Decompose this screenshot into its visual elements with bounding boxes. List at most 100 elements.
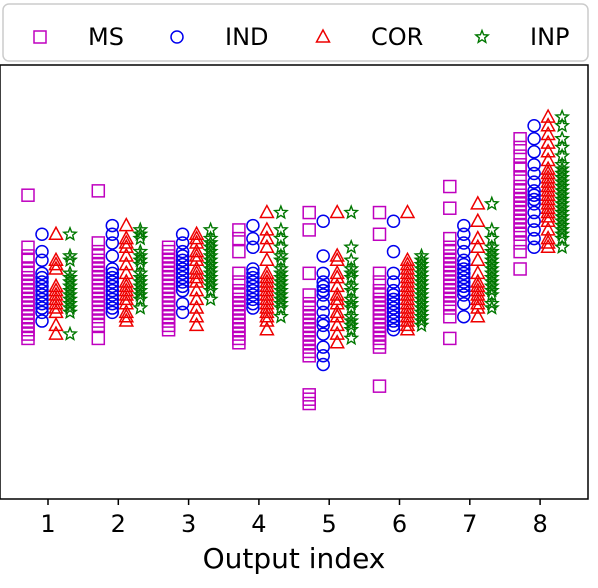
cor-marker: [329, 247, 345, 262]
ms-marker: [443, 179, 457, 194]
ind-marker: [105, 296, 120, 311]
plot-frame: [0, 64, 589, 500]
ind-marker: [175, 266, 190, 281]
x-tick-label: 5: [322, 510, 337, 538]
cor-marker: [48, 295, 64, 310]
ind-marker: [527, 175, 541, 189]
ind-marker: [35, 288, 49, 302]
ind-marker: [316, 296, 330, 311]
ms-marker: [302, 396, 316, 411]
ind-marker: [105, 236, 120, 250]
cor-marker: [118, 308, 135, 323]
ind-marker: [105, 288, 120, 302]
ms-marker: [232, 275, 246, 289]
ms-marker: [232, 244, 246, 259]
cor-marker: [259, 321, 275, 336]
inp-marker: [272, 295, 289, 311]
ms-marker: [372, 266, 387, 281]
inp-marker: [61, 251, 79, 268]
inp-marker: [61, 299, 79, 315]
inp-marker: [61, 225, 79, 242]
ind-marker: [527, 205, 541, 220]
ind-marker: [386, 288, 401, 302]
inp-marker: [413, 312, 430, 328]
cor-marker: [329, 286, 345, 301]
ms-marker: [302, 266, 316, 281]
ind-marker: [316, 340, 330, 354]
cor-marker: [259, 221, 275, 236]
ind-marker: [316, 327, 330, 341]
ms-marker: [513, 162, 527, 176]
ind-marker: [527, 166, 541, 181]
x-tick-label: 1: [40, 510, 55, 538]
ind-marker: [246, 231, 260, 246]
inp-marker: [202, 290, 219, 307]
cor-marker: [329, 308, 345, 323]
ms-legend-marker: [33, 30, 47, 44]
cor-marker: [540, 125, 556, 141]
cor-marker: [48, 325, 64, 340]
x-tick-label: 7: [462, 510, 477, 538]
ind-marker: [35, 227, 49, 242]
ms-marker: [91, 184, 106, 198]
cor-marker: [188, 290, 205, 306]
legend-frame: [2, 3, 589, 62]
ind-marker: [316, 314, 330, 328]
ind-marker: [527, 197, 541, 211]
inp-marker: [343, 295, 360, 311]
cor-marker: [329, 316, 345, 332]
ms-marker: [513, 262, 527, 276]
ind-marker: [527, 184, 541, 198]
inp-marker: [343, 264, 360, 281]
ind-marker: [457, 279, 471, 294]
ind-marker: [175, 283, 190, 298]
ms-marker: [372, 340, 387, 354]
cor-marker: [540, 203, 556, 219]
cor-marker: [329, 325, 345, 340]
cor-marker: [188, 264, 205, 280]
cor-marker: [118, 230, 135, 245]
ms-marker: [232, 266, 246, 281]
ms-marker: [513, 149, 527, 163]
cor-marker: [48, 299, 64, 314]
cor-marker: [188, 243, 205, 258]
ind-marker: [175, 236, 190, 250]
cor-marker: [188, 308, 205, 323]
ind-marker: [316, 357, 330, 372]
data-markers: [21, 108, 571, 411]
ind-marker: [246, 288, 260, 302]
ind-marker: [316, 305, 330, 320]
ind-marker: [105, 249, 120, 263]
cor-marker: [188, 282, 205, 297]
inp-marker: [483, 299, 500, 315]
cor-marker: [48, 256, 64, 271]
ind-marker: [527, 214, 541, 228]
ind-marker: [246, 270, 260, 285]
inp-marker: [483, 282, 500, 298]
ind-marker: [105, 218, 120, 233]
x-tick-label: 8: [532, 510, 547, 538]
ind-marker: [527, 145, 541, 159]
ind-marker: [457, 244, 471, 259]
ind-marker: [175, 249, 190, 263]
ind-marker: [175, 227, 190, 242]
ind-marker: [386, 275, 401, 289]
x-axis-label: Output index: [203, 542, 386, 575]
ms-marker: [91, 236, 106, 250]
ind-marker: [246, 296, 260, 311]
ind-marker: [35, 283, 49, 298]
x-tick-label: 3: [181, 510, 196, 538]
ind-marker: [246, 218, 260, 233]
cor-marker: [470, 230, 486, 245]
ind-marker: [527, 192, 541, 207]
ind-marker: [246, 266, 260, 281]
cor-legend-marker: [315, 28, 331, 43]
inp-marker: [61, 303, 79, 320]
legend-label-cor: COR: [371, 23, 423, 51]
cor-marker: [540, 234, 556, 249]
inp-marker: [202, 277, 219, 294]
inp-marker: [343, 204, 360, 220]
ind-marker: [386, 314, 401, 328]
cor-marker: [48, 316, 64, 332]
ind-marker: [386, 318, 401, 333]
